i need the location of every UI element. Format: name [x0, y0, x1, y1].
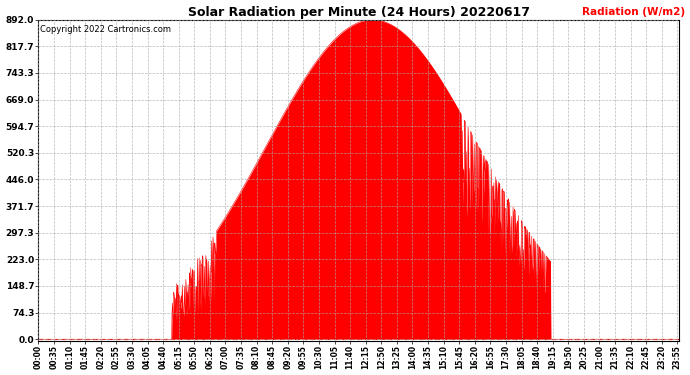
Title: Solar Radiation per Minute (24 Hours) 20220617: Solar Radiation per Minute (24 Hours) 20…: [188, 6, 530, 18]
Text: Copyright 2022 Cartronics.com: Copyright 2022 Cartronics.com: [40, 24, 170, 33]
Text: Radiation (W/m2): Radiation (W/m2): [582, 6, 685, 16]
